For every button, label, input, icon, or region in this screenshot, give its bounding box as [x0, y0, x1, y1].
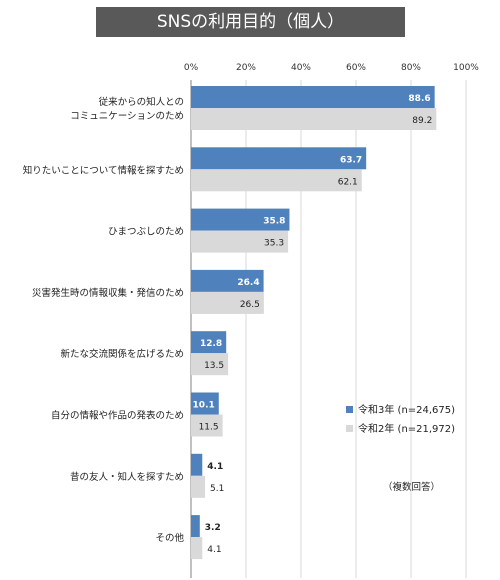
bar-r3	[191, 147, 367, 170]
data-label: 13.5	[204, 361, 224, 371]
bar-r3	[191, 392, 219, 415]
title-banner: SNSの利用目的（個人）	[96, 7, 405, 37]
data-label: 3.2	[205, 523, 221, 533]
x-tick-label: 100%	[453, 63, 479, 73]
category-label: 昔の友人・知人を探すため	[70, 471, 184, 483]
bar-r3	[191, 515, 200, 538]
bar-r3	[191, 269, 264, 292]
data-label: 11.5	[199, 423, 219, 433]
chart-title: SNSの利用目的（個人）	[156, 12, 345, 32]
bar-r2	[191, 230, 289, 253]
legend-swatch	[346, 425, 353, 432]
data-label: 35.3	[264, 239, 284, 249]
data-label: 35.8	[263, 217, 285, 227]
x-tick-label: 60%	[346, 63, 366, 73]
category-label: その他	[155, 532, 184, 544]
data-label: 5.1	[210, 484, 224, 494]
data-label: 12.8	[200, 339, 222, 349]
bar-r2	[191, 108, 437, 130]
data-label: 26.5	[240, 300, 260, 310]
bar-r2	[191, 414, 223, 437]
bar-r2	[191, 169, 362, 192]
x-tick-label: 0%	[184, 63, 199, 73]
data-label: 89.2	[412, 116, 432, 126]
data-label: 10.1	[193, 401, 215, 411]
category-label: 従来からの知人との	[99, 96, 184, 108]
data-label: 4.1	[207, 545, 221, 555]
data-label: 26.4	[237, 278, 259, 288]
bar-r2	[191, 291, 264, 314]
bar-r2	[191, 537, 203, 560]
x-tick-label: 40%	[291, 63, 311, 73]
data-label: 63.7	[340, 155, 362, 165]
category-label: コミュニケーションのため	[70, 111, 184, 122]
bar-r3	[191, 86, 435, 108]
bar-r2	[191, 475, 206, 498]
x-tick-label: 20%	[236, 63, 256, 73]
bar-r2	[191, 353, 229, 376]
category-label: 自分の情報や作品の発表のため	[51, 410, 184, 422]
data-label: 62.1	[338, 177, 358, 187]
bar-r3	[191, 331, 227, 354]
legend-label: 令和2年 (n=21,972)	[358, 422, 455, 435]
data-label: 4.1	[207, 462, 223, 472]
chart-note: （複数回答）	[383, 481, 440, 493]
bar-r3	[191, 453, 203, 476]
category-label: 新たな交流関係を広げるため	[60, 348, 184, 360]
data-label: 88.6	[408, 94, 430, 104]
bar-r3	[191, 208, 290, 231]
x-tick-label: 80%	[401, 63, 421, 73]
category-label: 知りたいことについて情報を探すため	[23, 164, 184, 176]
legend-label: 令和3年 (n=24,675)	[358, 403, 455, 416]
category-label: ひまつぶしのため	[108, 227, 184, 238]
category-label: 災害発生時の情報収集・発信のため	[32, 287, 184, 299]
legend-swatch	[346, 406, 353, 413]
